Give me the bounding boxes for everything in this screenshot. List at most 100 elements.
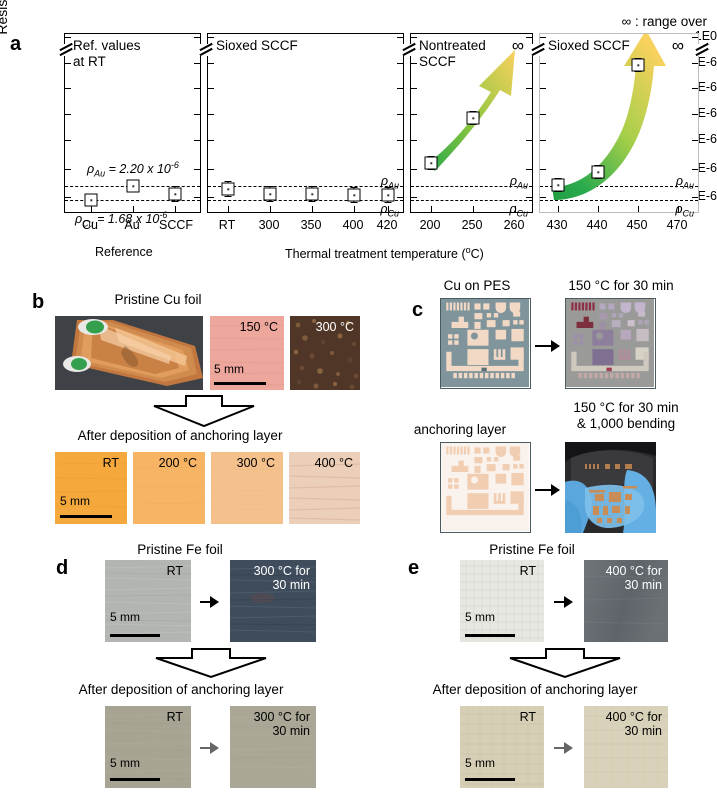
data-point-rt	[221, 182, 235, 196]
rho-cu-line	[208, 200, 403, 201]
range-over-legend: ∞ : range over	[621, 14, 707, 29]
photo-fe-anchored-rt	[105, 706, 191, 788]
rho-au-label: ρAu	[509, 174, 528, 191]
x-tick-rt: RT	[218, 218, 236, 232]
photo-cu-foil-150c	[210, 316, 284, 390]
scale-bar-b-bottom	[60, 515, 112, 519]
rho-cu-line	[540, 200, 698, 201]
subplot-reference: Ref. values at RT ρAu = 2.20 x 10-6 ρCu …	[64, 33, 201, 229]
label-fe-rt-e: RT	[519, 564, 536, 578]
trend-arrow	[552, 34, 666, 200]
rho-au-line	[208, 186, 403, 187]
data-point-300	[263, 187, 277, 201]
panel-e: e Pristine Fe foil RT 5 mm	[360, 534, 717, 810]
x-tick-sccf: SCCF	[158, 218, 194, 232]
label-fe-anchored-rt: RT	[166, 710, 183, 724]
panel-b-subheading: After deposition of anchoring layer	[77, 428, 283, 443]
rho-cu-label: ρCu	[675, 202, 694, 219]
photo-anchored-200c	[133, 452, 205, 524]
panel-d-heading: Pristine Fe foil	[137, 542, 223, 557]
photo-cu-on-pes	[440, 298, 531, 389]
subplot-sioxed-1-title: Sioxed SCCF	[216, 38, 298, 53]
label-anchored-200c: 200 °C	[158, 456, 197, 470]
photo-fe-anchored-400c	[584, 706, 668, 788]
rho-au-label: ρAu	[380, 174, 399, 191]
scale-bar-d-top	[110, 634, 160, 638]
rho-au-line	[411, 186, 532, 187]
data-point-sccf	[168, 187, 182, 201]
panel-e-subheading: After deposition of anchoring layer	[432, 682, 638, 697]
panel-b: b Pristine Cu foil 150 °C 5 mm	[0, 272, 360, 530]
rho-cu-annotation: ρCu = 1.68 x 10-6	[75, 210, 168, 229]
label-anchored-300c: 300 °C	[236, 456, 275, 470]
photo-fe-foil-300c	[230, 560, 316, 642]
data-point-350	[305, 187, 319, 201]
scale-bar-b-top	[214, 382, 266, 386]
panel-b-heading: Pristine Cu foil	[114, 292, 202, 307]
x-axis-label-left: Reference	[95, 245, 153, 259]
data-point-au	[126, 179, 140, 193]
data-point-430	[551, 178, 565, 192]
rho-cu-line	[65, 200, 200, 201]
subplot-sioxed-2-title: Sioxed SCCF	[548, 38, 630, 53]
range-over-symbol: ∞	[671, 36, 684, 55]
subplot-sioxed-sccf-2: Sioxed SCCF ∞ ρAu ρCu	[539, 33, 699, 219]
arrow-right-c-bottom	[535, 484, 560, 496]
down-arrow-d	[155, 648, 267, 679]
rho-au-annotation: ρAu = 2.20 x 10-6	[87, 160, 179, 179]
data-point-400	[347, 188, 361, 202]
scale-bar-e-bottom	[465, 778, 515, 782]
x-tick-470: 470	[666, 218, 688, 232]
subplot-nontreated-sccf: Nontreated SCCF ∞ ρAu ρCu	[410, 33, 533, 219]
x-tick-350: 350	[300, 218, 322, 232]
photo-anchored-rt	[55, 452, 127, 524]
x-tick-420: 420	[376, 218, 398, 232]
panel-d: d Pristine Fe foil RT 5 mm	[0, 534, 360, 810]
label-fe-rt: RT	[166, 564, 183, 578]
arrow-right-c-top	[535, 340, 560, 352]
scale-text-b-top: 5 mm	[214, 362, 244, 376]
panel-c-label: c	[412, 299, 424, 321]
photo-anchored-300c	[211, 452, 283, 524]
scale-text-e-top: 5 mm	[465, 610, 495, 624]
down-arrow-e	[509, 648, 621, 679]
x-tick-450: 450	[626, 218, 648, 232]
rho-au-line	[540, 186, 698, 187]
rho-cu-label: ρCu	[509, 202, 528, 219]
photo-fe-foil-400c	[584, 560, 668, 642]
photo-cu-on-pes-150c	[565, 298, 656, 389]
panel-d-label: d	[56, 557, 69, 579]
scale-text-e-bottom: 5 mm	[465, 756, 495, 770]
label-anchored-rt: RT	[102, 456, 119, 470]
subplot-nontreated-title: Nontreated SCCF	[419, 38, 486, 69]
label-fe-anchored-300c: 300 °C for 30 min	[253, 710, 310, 739]
panel-a-label: a	[10, 33, 22, 55]
label-fe-400c: 400 °C for 30 min	[605, 564, 662, 593]
photo-fe-foil-rt	[105, 560, 191, 642]
data-point-200	[424, 156, 438, 170]
photo-cu-foil-300c	[290, 316, 360, 390]
x-tick-200: 200	[419, 218, 441, 232]
photo-anchoring-layer-pcb	[440, 442, 531, 533]
rho-cu-label: ρCu	[380, 202, 399, 219]
label-300c: 300 °C	[315, 320, 354, 334]
photo-fe-anchored-300c	[230, 706, 316, 788]
arrow-right-d-bottom	[200, 742, 219, 754]
subplot-sioxed-sccf-1: Sioxed SCCF ρAu ρCu	[207, 33, 404, 219]
x-tick-430: 430	[546, 218, 568, 232]
data-point-420	[381, 188, 395, 202]
x-tick-cu: Cu	[82, 218, 98, 232]
scale-text-b-bottom: 5 mm	[60, 494, 90, 508]
x-tick-440: 440	[586, 218, 608, 232]
panel-d-subheading: After deposition of anchoring layer	[78, 682, 284, 697]
x-axis-label-right: Thermal treatment temperature (oC)	[285, 245, 484, 262]
data-point-cu	[84, 193, 98, 207]
label-anchored-400c: 400 °C	[314, 456, 353, 470]
panel-b-label: b	[32, 291, 45, 313]
panel-a: a Resistivity (Ω cm) 1E0 9E-6 8E-6 6E-6 …	[0, 0, 717, 268]
scale-text-d-bottom: 5 mm	[110, 756, 140, 770]
panel-c-bottom-right-title: 150 °C for 30 min & 1,000 bending	[573, 400, 679, 432]
down-arrow-b	[153, 395, 255, 428]
arrow-right-e-top	[554, 596, 573, 608]
photo-fe-anchored-rt-e	[460, 706, 544, 788]
